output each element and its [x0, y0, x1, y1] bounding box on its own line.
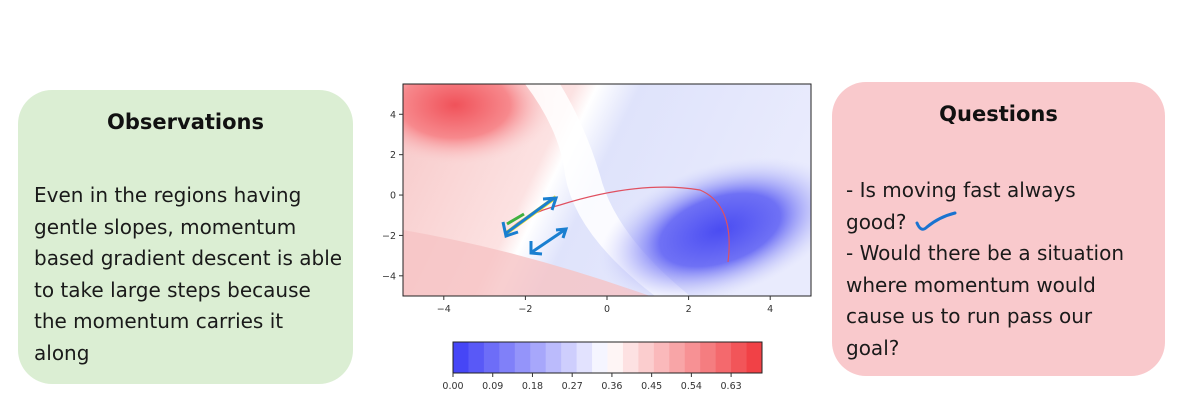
colorbar-band — [453, 342, 469, 373]
colorbar-band — [622, 342, 639, 373]
colorbar-band — [468, 342, 485, 373]
colorbar-band — [576, 342, 593, 373]
x-tick-label: 0 — [604, 304, 610, 315]
colorbar-band — [638, 342, 655, 373]
colorbar-tick-label: 0.09 — [482, 381, 503, 392]
observations-panel: Observations Even in the regions having … — [18, 90, 353, 384]
y-tick-label: 0 — [390, 191, 396, 202]
questions-panel: Questions - Is moving fast always good? … — [832, 82, 1165, 376]
observations-title: Observations — [107, 110, 264, 134]
y-axis: 4 2 0 −2 −4 — [382, 110, 403, 282]
question-line-2a: - Would there be a situation — [846, 241, 1124, 266]
red-peak — [403, 84, 555, 165]
colorbar-tick-label: 0.00 — [442, 381, 463, 392]
colorbar-band — [561, 342, 578, 373]
y-tick-label: 2 — [390, 150, 396, 161]
colorbar-band — [607, 342, 624, 373]
x-tick-label: −2 — [518, 304, 532, 315]
observations-body: Even in the regions having gentle slopes… — [34, 183, 343, 365]
colorbar-band — [669, 342, 686, 373]
colorbar-axis: 0.00 0.09 0.18 0.27 0.36 0.45 0.54 0.63 — [442, 373, 742, 392]
handwritten-arrows — [501, 195, 569, 256]
x-tick-label: 2 — [686, 304, 692, 315]
colorbar-band — [684, 342, 701, 373]
colorbar-band — [530, 342, 547, 373]
colorbar-band — [746, 342, 763, 373]
colorbar-band — [483, 342, 500, 373]
colorbar-band — [545, 342, 562, 373]
colorbar-band — [715, 342, 732, 373]
question-line-2c: cause us to run pass our — [846, 304, 1093, 329]
colorbar-tick-label: 0.18 — [522, 381, 543, 392]
colorbar-band — [514, 342, 531, 373]
colorbar-tick-label: 0.27 — [562, 381, 583, 392]
colorbar-band — [592, 342, 608, 373]
questions-title: Questions — [939, 102, 1058, 126]
colorbar-tick-label: 0.54 — [681, 381, 702, 392]
y-tick-label: −4 — [382, 271, 396, 282]
question-line-1a: - Is moving fast always — [846, 178, 1076, 202]
question-line-2b: where momentum would — [846, 272, 1096, 297]
checkmark-icon — [915, 211, 957, 231]
y-tick-label: −2 — [382, 231, 396, 242]
colorbar: 0.00 0.09 0.18 0.27 0.36 0.45 0.54 0.63 — [442, 341, 763, 392]
y-tick-label: 4 — [390, 110, 396, 121]
colorbar-band — [499, 342, 516, 373]
colorbar-band — [653, 342, 670, 373]
white-ridge — [525, 84, 690, 296]
lower-red-region — [403, 230, 650, 296]
colorbar-band — [731, 342, 748, 373]
colorbar-band — [700, 342, 717, 373]
colorbar-frame — [452, 341, 763, 374]
colorbar-tick-label: 0.63 — [721, 381, 742, 392]
colorbar-bands — [453, 342, 763, 373]
x-axis: −4 −2 0 2 4 — [437, 296, 773, 315]
questions-body: - Is moving fast always good? - Would th… — [846, 175, 1161, 365]
x-tick-label: −4 — [437, 304, 451, 315]
colorbar-tick-label: 0.45 — [641, 381, 662, 392]
x-tick-label: 4 — [767, 304, 773, 315]
heatmap-area — [403, 84, 811, 296]
blue-valley — [599, 157, 811, 296]
question-line-2d: goal? — [846, 335, 900, 360]
question-line-1b: good? — [846, 207, 1161, 239]
colorbar-tick-label: 0.36 — [601, 381, 622, 392]
